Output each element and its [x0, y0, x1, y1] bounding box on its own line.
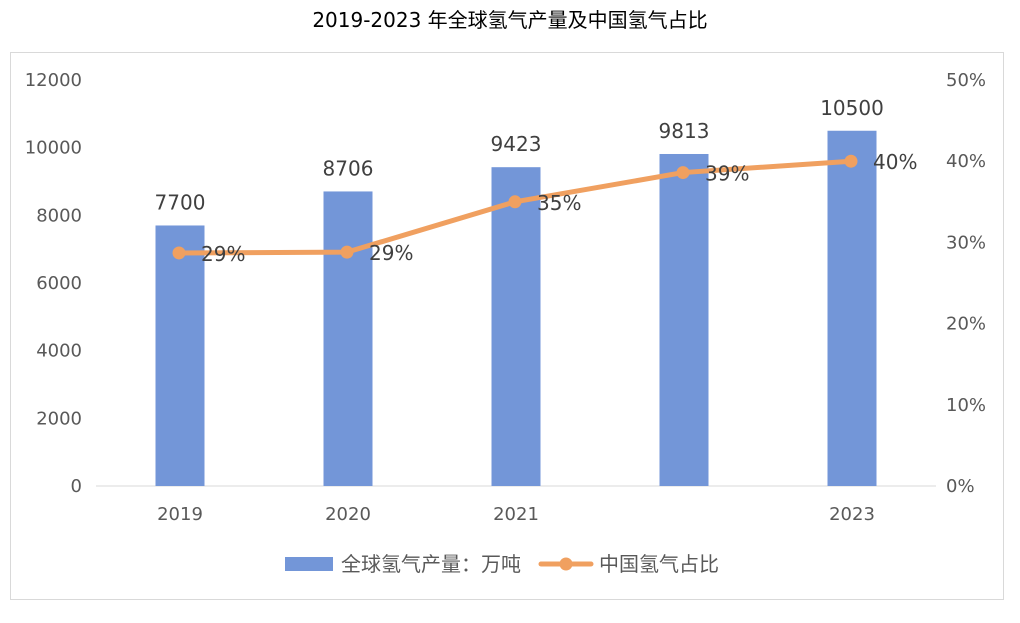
- y-left-tick-label: 2000: [36, 408, 82, 429]
- bar-value-label: 7700: [155, 190, 206, 214]
- line-value-label: 35%: [537, 191, 581, 215]
- x-tick-label: 2023: [829, 504, 875, 525]
- bar-value-label: 9423: [491, 132, 542, 156]
- y-left-tick-label: 8000: [36, 205, 82, 226]
- line-value-label: 29%: [201, 242, 245, 266]
- x-tick-label: 2020: [325, 504, 371, 525]
- y-left-tick-label: 0: [71, 476, 82, 497]
- bar: [827, 130, 877, 486]
- y-right-tick-label: 20%: [946, 314, 986, 335]
- x-tick-label: 2019: [157, 504, 203, 525]
- chart-title: 2019-2023 年全球氢气产量及中国氢气占比: [312, 8, 708, 32]
- y-left-tick-label: 10000: [25, 138, 82, 159]
- y-right-tick-label: 40%: [946, 151, 986, 172]
- y-right-tick-label: 30%: [946, 232, 986, 253]
- bar-value-label: 8706: [323, 156, 374, 180]
- legend-bar-label: 全球氢气产量：万吨: [341, 552, 521, 576]
- y-right-tick-label: 0%: [946, 476, 975, 497]
- bar: [659, 153, 709, 486]
- y-left-tick-label: 4000: [36, 341, 82, 362]
- line-point: [172, 246, 186, 260]
- line-value-label: 40%: [873, 150, 917, 174]
- bar-value-label: 10500: [820, 96, 884, 120]
- bar: [491, 167, 541, 486]
- line-point: [676, 166, 690, 180]
- line-point: [508, 195, 522, 209]
- legend-line-label: 中国氢气占比: [599, 552, 719, 576]
- line-value-label: 29%: [369, 241, 413, 265]
- chart-frame: [10, 52, 1004, 600]
- y-right-tick-label: 50%: [946, 70, 986, 91]
- y-left-tick-label: 12000: [25, 70, 82, 91]
- y-right-tick-label: 10%: [946, 395, 986, 416]
- legend-line-marker: [559, 557, 573, 571]
- legend-bar-swatch: [285, 557, 333, 571]
- x-tick-label: 2021: [493, 504, 539, 525]
- bar-value-label: 9813: [659, 119, 710, 143]
- line-point: [340, 245, 354, 259]
- line-point: [844, 154, 858, 168]
- line-value-label: 39%: [705, 162, 749, 186]
- bar: [155, 225, 205, 486]
- bar: [323, 191, 373, 486]
- y-left-tick-label: 6000: [36, 273, 82, 294]
